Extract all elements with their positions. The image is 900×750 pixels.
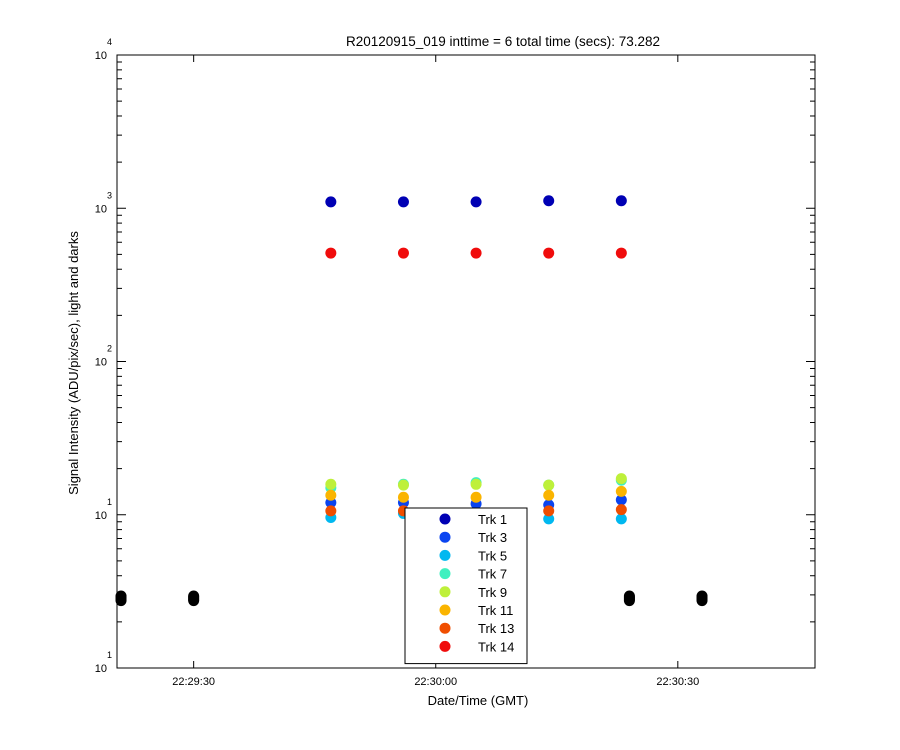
dark-point [623,590,635,602]
legend-marker [439,513,451,525]
y-tick-label: 10 [95,357,107,369]
legend-label: Trk 7 [478,567,507,582]
y-axis-label: Signal Intensity (ADU/pix/sec), light an… [66,231,81,495]
legend-label: Trk 5 [478,548,507,563]
data-point [615,504,627,516]
data-point [543,505,555,517]
y-tick-label: 10 [95,510,107,522]
data-point [470,247,482,259]
data-point [615,473,627,485]
legend-label: Trk 1 [478,512,507,527]
legend-marker [439,549,451,561]
y-tick-exponent: 4 [107,37,112,47]
y-tick-exponent: 3 [107,190,112,200]
data-point [615,513,627,525]
y-tick-label: 10 [95,203,107,215]
data-point [470,196,482,208]
y-tick-exponent: 1 [107,497,112,507]
data-point [397,479,409,491]
legend: Trk 1 Trk 3 Trk 5 Trk 7 Trk 9 Trk 11 Trk 13 Trk… [404,507,528,665]
plot-area [115,195,708,607]
data-point [325,478,337,490]
legend-marker [439,568,451,580]
legend-label: Trk 14 [478,639,514,654]
data-point [397,196,409,208]
dark-point [188,590,200,602]
legend-label: Trk 11 [478,603,513,618]
legend-marker [439,604,451,616]
legend-label: Trk 13 [478,621,514,636]
x-tick-label: 22:30:00 [414,676,457,688]
y-tick-exponent: 1 [107,650,112,660]
data-point [470,491,482,503]
legend-label: Trk 3 [478,530,507,545]
legend-label: Trk 9 [478,585,507,600]
legend-marker [439,586,451,598]
y-tick-label: 10 [95,663,107,675]
data-point [397,491,409,503]
data-point [543,513,555,525]
data-point [397,247,409,259]
data-point [325,505,337,517]
y-tick-exponent: 2 [107,344,112,354]
data-point [543,195,555,207]
chart-title: R20120915_019 inttime = 6 total time (se… [346,34,660,49]
x-tick-label: 22:29:30 [172,676,215,688]
data-point [325,247,337,259]
data-point [325,489,337,501]
legend-marker [439,531,451,543]
data-point [543,479,555,491]
dark-point [115,590,127,602]
data-point [615,195,627,207]
legend-marker [439,622,451,634]
data-point [543,247,555,259]
data-point [615,485,627,497]
y-tick-label: 10 [95,50,107,62]
legend-box [404,507,528,665]
data-point [615,494,627,506]
dark-point [696,590,708,602]
data-point [325,196,337,208]
x-axis-label: Date/Time (GMT) [428,693,529,708]
x-tick-label: 22:30:30 [656,676,699,688]
data-point [543,489,555,501]
data-point [615,247,627,259]
data-point [470,478,482,490]
legend-marker [439,640,451,652]
